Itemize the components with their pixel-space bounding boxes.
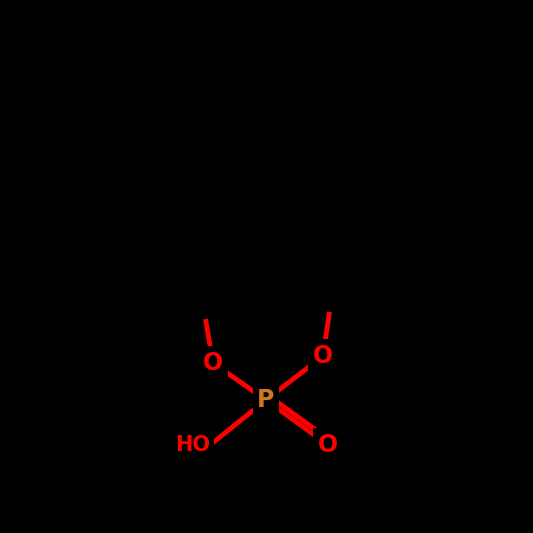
Text: O: O — [203, 351, 223, 375]
Text: HO: HO — [175, 435, 210, 455]
Text: O: O — [318, 433, 338, 457]
Text: O: O — [313, 344, 333, 368]
Text: P: P — [257, 388, 274, 412]
